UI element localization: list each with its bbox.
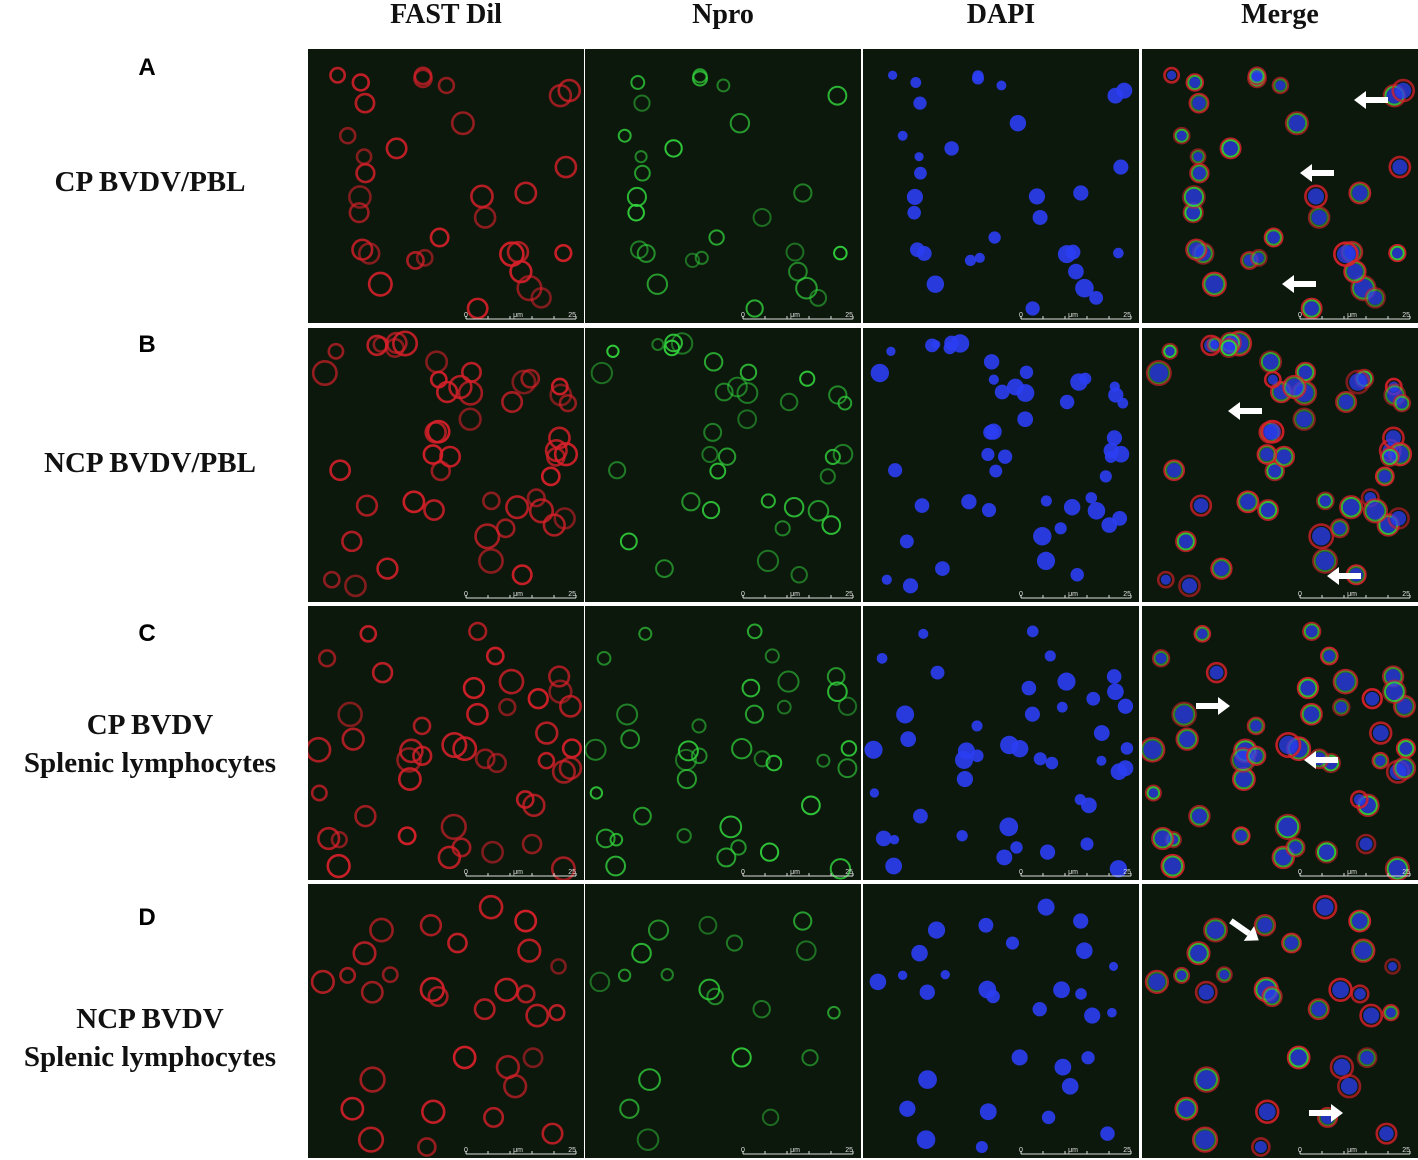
scale-bar-label: 0 μm 25 <box>464 591 576 598</box>
row-letter-d: D <box>138 904 156 931</box>
micrograph-d-npro: 0 μm 25 <box>585 884 861 1158</box>
scale-bar-label: 0 μm 25 <box>1019 1147 1131 1154</box>
micrograph-b-dapi: 0 μm 25 <box>863 328 1139 602</box>
scale-bar-label: 0 μm 25 <box>464 869 576 876</box>
micrograph-c-dapi: 0 μm 25 <box>863 606 1139 880</box>
scale-bar-label: 0 μm 25 <box>1298 869 1410 876</box>
scale-bar-label: 0 μm 25 <box>741 312 853 319</box>
row-label-d: NCP BVDV Splenic lymphocytes <box>23 1003 277 1073</box>
micrograph-d-fast-dil: 0 μm 25 <box>308 884 584 1158</box>
micrograph-a-npro: 0 μm 25 <box>585 49 861 323</box>
micrograph-b-merge: 0 μm 25 <box>1142 328 1418 602</box>
micrograph-a-merge: 0 μm 25 <box>1142 49 1418 323</box>
micrograph-c-fast-dil: 0 μm 25 <box>308 606 584 880</box>
column-header-fast-dil: FAST Dil <box>390 0 502 30</box>
row-label-b: NCP BVDV/PBL <box>44 447 256 479</box>
row-letter-c: C <box>138 620 156 647</box>
scale-bar-label: 0 μm 25 <box>1298 591 1410 598</box>
micrograph-d-dapi: 0 μm 25 <box>863 884 1139 1158</box>
row-letter-b: B <box>138 331 156 358</box>
scale-bar-label: 0 μm 25 <box>741 1147 853 1154</box>
scale-bar-label: 0 μm 25 <box>1019 869 1131 876</box>
micrograph-c-npro: 0 μm 25 <box>585 606 861 880</box>
scale-bar-label: 0 μm 25 <box>464 312 576 319</box>
scale-bar-label: 0 μm 25 <box>1298 312 1410 319</box>
column-header-merge: Merge <box>1241 0 1319 30</box>
micrograph-c-merge: 0 μm 25 <box>1142 606 1418 880</box>
micrograph-b-fast-dil: 0 μm 25 <box>308 328 584 602</box>
micrograph-b-npro: 0 μm 25 <box>585 328 861 602</box>
micrograph-d-merge: 0 μm 25 <box>1142 884 1418 1158</box>
micrograph-a-fast-dil: 0 μm 25 <box>308 49 584 323</box>
scale-bar-label: 0 μm 25 <box>741 591 853 598</box>
scale-bar-label: 0 μm 25 <box>1019 312 1131 319</box>
row-letter-a: A <box>138 54 156 81</box>
scale-bar-label: 0 μm 25 <box>741 869 853 876</box>
scale-bar-label: 0 μm 25 <box>464 1147 576 1154</box>
scale-bar-label: 0 μm 25 <box>1298 1147 1410 1154</box>
micrograph-a-dapi: 0 μm 25 <box>863 49 1139 323</box>
scale-bar-label: 0 μm 25 <box>1019 591 1131 598</box>
column-header-npro: Npro <box>692 0 754 30</box>
row-label-c: CP BVDV Splenic lymphocytes <box>23 709 277 779</box>
row-label-a: CP BVDV/PBL <box>54 166 246 198</box>
column-header-dapi: DAPI <box>966 0 1036 30</box>
